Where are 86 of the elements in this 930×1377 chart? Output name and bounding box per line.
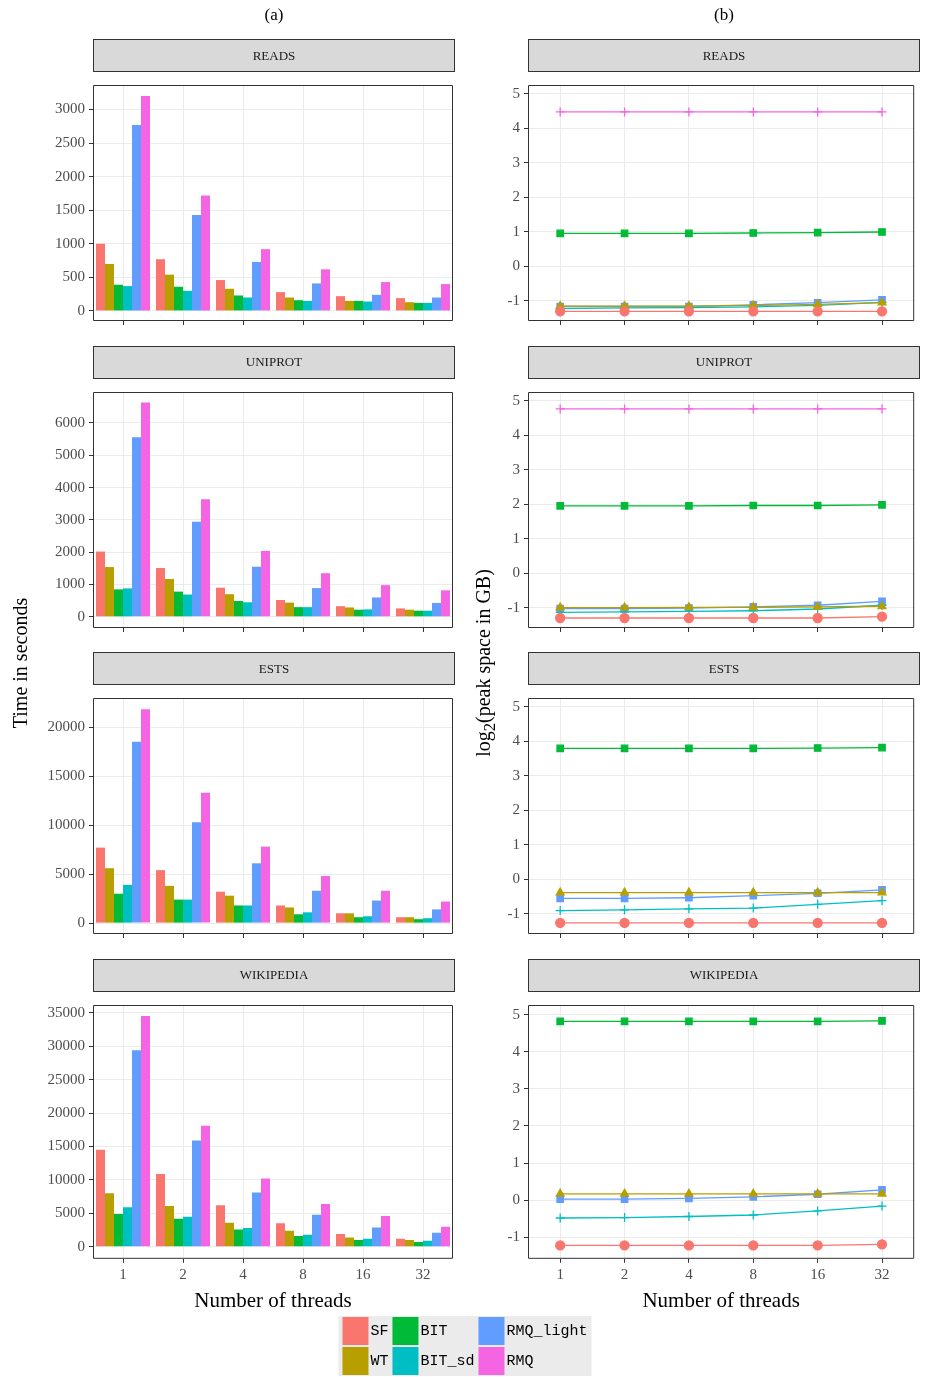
y-tick-label: -1 [507, 904, 520, 921]
x-tick-label: 8 [749, 1265, 758, 1282]
y-tick-label: 5 [512, 391, 520, 408]
y-tick-label: 0 [512, 1190, 520, 1207]
y-tick-label: 2500 [55, 134, 85, 151]
y-tick-label: 4 [512, 425, 521, 442]
x-tick-label: 2 [620, 1265, 629, 1282]
x-tick-label: 16 [355, 1265, 371, 1282]
x-axis-title: Number of threads [194, 1287, 352, 1312]
y-tick-label: 5000 [55, 1203, 85, 1220]
y-tick-label: 2 [512, 801, 520, 818]
y-tick-label: 1000 [55, 234, 85, 251]
y-tick-label: -1 [507, 1227, 520, 1244]
y-tick-label: 0 [77, 1237, 85, 1254]
y-tick-label: 10000 [47, 816, 85, 833]
y-tick-label: 1 [512, 835, 520, 852]
y-tick-label: 2000 [55, 167, 85, 184]
y-tick-label: 25000 [47, 1070, 85, 1087]
x-tick-label: 4 [239, 1265, 248, 1282]
y-tick-label: 5 [512, 84, 520, 101]
y-tick-label: 4 [512, 119, 521, 136]
y-tick-label: 3 [512, 460, 520, 477]
chart-title: ESTS [528, 652, 920, 685]
y-tick-label: 30000 [47, 1036, 85, 1053]
y-axis-title: Time in seconds [8, 597, 32, 729]
y-tick-label: 3 [512, 1079, 520, 1096]
y-tick-label: 15000 [47, 766, 85, 783]
x-tick-label: 32 [415, 1265, 431, 1282]
y-tick-label: 2 [512, 1116, 520, 1133]
y-tick-label: 0 [512, 257, 520, 274]
x-tick-label: 8 [299, 1265, 307, 1282]
chart-title: WIKIPEDIA [528, 958, 920, 992]
x-axis-title: Number of threads [642, 1287, 800, 1312]
legend-label: BIT [420, 1322, 448, 1340]
y-tick-label: 20000 [47, 1103, 85, 1120]
chart-title: UNIPROT [93, 345, 455, 379]
y-tick-label: 35000 [47, 1003, 85, 1020]
chart-title: WIKIPEDIA [93, 958, 455, 992]
y-tick-label: 3000 [55, 510, 85, 527]
y-tick-label: 1 [512, 529, 520, 546]
y-tick-label: -1 [507, 291, 520, 308]
y-tick-label: 4 [512, 1042, 521, 1059]
y-tick-label: 2 [512, 494, 520, 511]
y-tick-label: 5 [512, 1005, 520, 1022]
legend-label: SF [370, 1322, 389, 1340]
y-tick-label: 5000 [55, 445, 85, 462]
x-tick-label: 16 [810, 1265, 826, 1282]
y-tick-label: 20000 [47, 717, 85, 734]
chart-title: READS [528, 39, 920, 72]
legend-label: WT [370, 1352, 389, 1370]
x-tick-label: 1 [556, 1265, 564, 1282]
x-tick-label: 1 [119, 1265, 127, 1282]
y-tick-label: 15000 [47, 1136, 85, 1153]
y-tick-label: 6000 [55, 413, 85, 430]
y-tick-label: 1000 [55, 574, 85, 591]
y-tick-label: 3000 [55, 100, 85, 117]
x-tick-label: 32 [874, 1265, 890, 1282]
chart-title: UNIPROT [528, 345, 920, 379]
y-tick-label: 3 [512, 153, 520, 170]
legend-label: RMQ [506, 1352, 534, 1370]
y-tick-label: 3 [512, 766, 520, 783]
y-tick-label: 1 [512, 222, 520, 239]
text: (b) [713, 5, 735, 25]
text: (a) [263, 5, 285, 25]
chart-title: READS [93, 39, 455, 72]
chart-title: ESTS [93, 652, 455, 685]
y-tick-label: -1 [507, 598, 520, 615]
y-tick-label: 1500 [55, 201, 85, 218]
x-tick-label: 4 [685, 1265, 694, 1282]
y-tick-label: 2000 [55, 542, 85, 559]
y-tick-label: 2 [512, 188, 520, 205]
legend-label: RMQ_light [506, 1322, 588, 1340]
y-tick-label: 4 [512, 732, 521, 749]
y-tick-label: 0 [77, 607, 85, 624]
y-tick-label: 5 [512, 697, 520, 714]
y-tick-label: 0 [77, 914, 85, 931]
y-tick-label: 500 [62, 268, 85, 285]
legend-label: BIT_sd [420, 1352, 475, 1370]
y-tick-label: 10000 [47, 1170, 85, 1187]
y-tick-label: 0 [512, 563, 520, 580]
y-tick-label: 0 [512, 870, 520, 887]
y-tick-label: 4000 [55, 478, 85, 495]
x-tick-label: 2 [179, 1265, 187, 1282]
y-tick-label: 5000 [55, 865, 85, 882]
y-tick-label: 1 [512, 1153, 520, 1170]
y-tick-label: 0 [77, 301, 85, 318]
